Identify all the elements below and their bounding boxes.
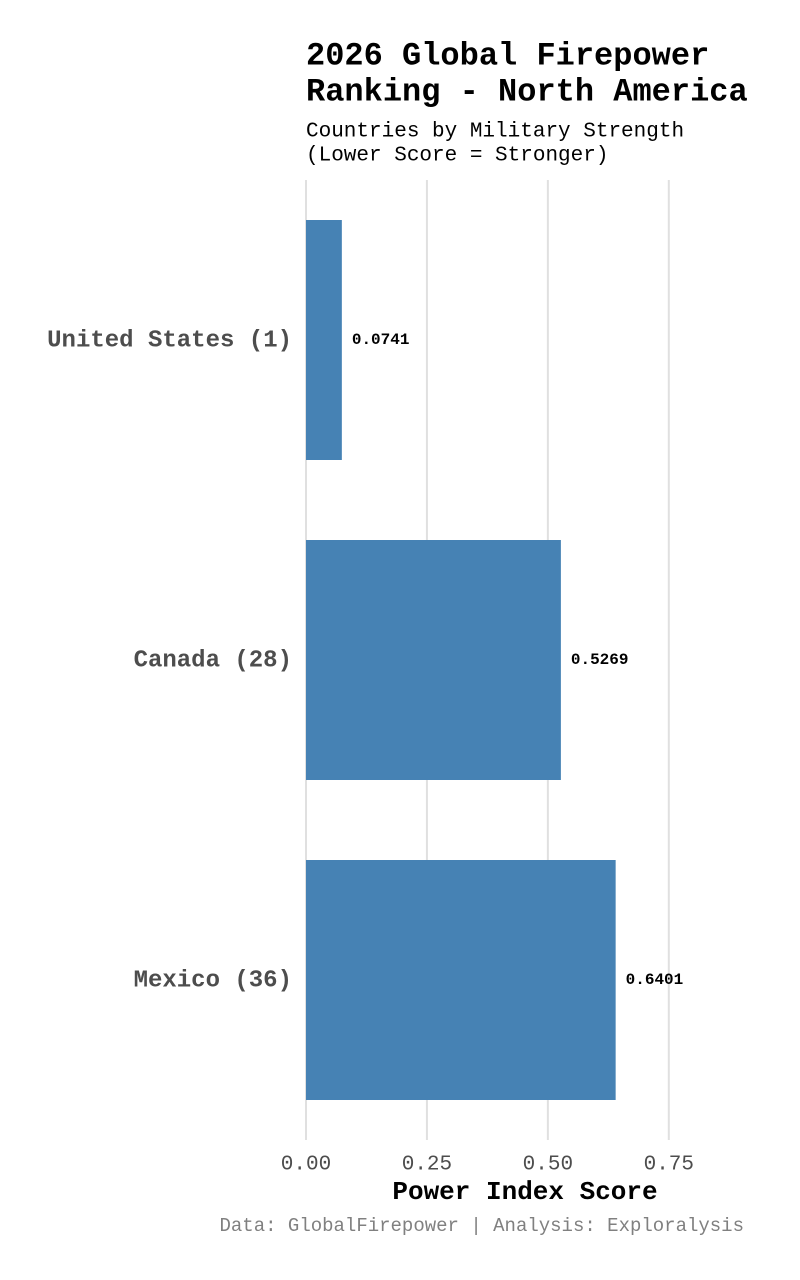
value-label: 0.6401: [626, 971, 684, 989]
chart-subtitle: Countries by Military Strength: [306, 121, 684, 144]
bar: [306, 220, 342, 460]
chart-subtitle: (Lower Score = Stronger): [306, 145, 608, 168]
bar: [306, 540, 561, 780]
x-tick-label: 0.50: [523, 1154, 573, 1177]
y-tick-label: Canada (28): [134, 647, 292, 674]
y-tick-label: Mexico (36): [134, 967, 292, 994]
value-label: 0.5269: [571, 651, 629, 669]
chart-title: Ranking - North America: [306, 73, 748, 110]
x-axis-title: Power Index Score: [392, 1177, 657, 1207]
x-tick-label: 0.00: [281, 1154, 331, 1177]
x-tick-label: 0.75: [644, 1154, 694, 1177]
caption: Data: GlobalFirepower | Analysis: Explor…: [220, 1215, 745, 1237]
bar: [306, 860, 616, 1100]
chart-title: 2026 Global Firepower: [306, 37, 709, 74]
x-tick-label: 0.25: [402, 1154, 452, 1177]
y-tick-label: United States (1): [47, 327, 292, 354]
value-label: 0.0741: [352, 331, 410, 349]
